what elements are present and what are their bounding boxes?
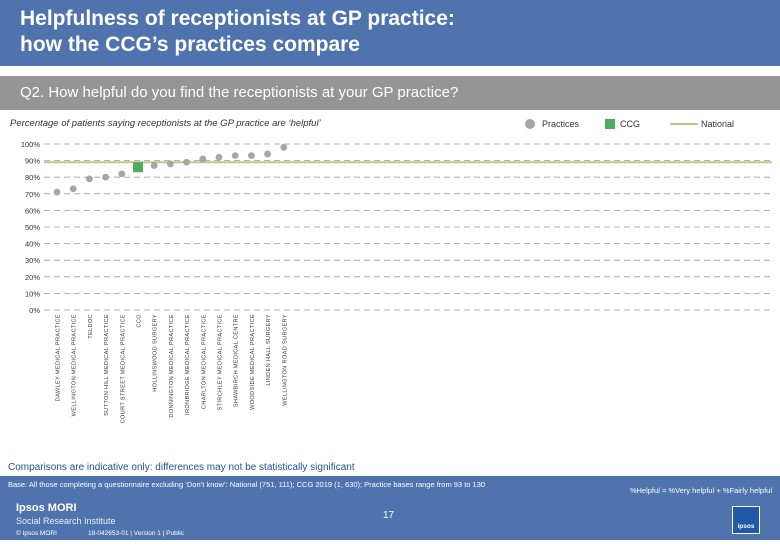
- helpful-definition: %Helpful = %Very helpful + %Fairly helpf…: [629, 486, 772, 495]
- category-label: WELLINGTON MEDICAL PRACTICE: [72, 314, 78, 416]
- question-bar: Q2. How helpful do you find the receptio…: [0, 76, 780, 110]
- category-label: WELLINGTON ROAD SURGERY: [282, 314, 288, 406]
- y-tick-label: 80%: [25, 173, 40, 182]
- question-text: Q2. How helpful do you find the receptio…: [20, 84, 459, 101]
- reference-text: 18-042653-01 | Version 1 | Public: [88, 530, 184, 537]
- category-label: WOODSIDE MEDICAL PRACTICE: [250, 314, 256, 410]
- practice-marker: [231, 152, 239, 160]
- category-label: STIRCHLEY MEDICAL PRACTICE: [218, 314, 224, 410]
- practice-marker: [86, 175, 93, 183]
- page-number: 17: [383, 510, 395, 521]
- y-tick-label: 70%: [25, 190, 40, 199]
- practice-marker: [199, 155, 207, 163]
- scatter-chart: 0% 10% 20% 30% 40% 50% 60% 70% 80% 90% 100% DAWLEY …: [21, 140, 772, 423]
- copyright-text: © Ipsos MORI: [16, 530, 57, 537]
- category-label: CHARLTON MEDICAL PRACTICE: [201, 314, 207, 409]
- ipsos-corner-logo: ipsos: [732, 506, 760, 534]
- category-label: SHAWBIRCH MEDICAL CENTRE: [234, 314, 240, 407]
- sri-logo-text: Social Research Institute: [16, 516, 116, 526]
- practice-marker: [167, 160, 174, 168]
- practice-marker: [53, 188, 61, 196]
- ipsos-mori-logo: Ipsos MORI: [16, 502, 77, 514]
- y-tick-label: 100%: [21, 140, 41, 149]
- category-label: HOLLINSWOOD SURGERY: [153, 314, 159, 392]
- practice-marker: [183, 158, 191, 166]
- ccg-marker: [133, 162, 143, 173]
- category-label: DONNINGTON MEDICAL PRACTICE: [169, 314, 175, 418]
- legend-ccg-marker: [605, 119, 615, 129]
- legend-national-marker: [670, 123, 698, 125]
- practice-marker: [150, 162, 158, 169]
- category-label: IRONBRIDGE MEDICAL PRACTICE: [185, 314, 191, 415]
- y-tick-label: 20%: [25, 273, 40, 282]
- category-label: COURT STREET MEDICAL PRACTICE: [120, 314, 126, 423]
- category-label: CCG: [137, 314, 143, 327]
- legend-practice-marker: [525, 119, 535, 129]
- practice-marker: [118, 170, 126, 178]
- y-tick-label: 40%: [25, 240, 40, 249]
- chart-subtitle: Percentage of patients saying receptioni…: [10, 118, 321, 129]
- legend-practices-label: Practices: [542, 119, 580, 129]
- legend-ccg-label: CCG: [620, 119, 640, 129]
- practice-marker: [215, 153, 223, 161]
- practice-marker: [102, 173, 109, 181]
- page-title: Helpfulness of receptionists at GP pract…: [20, 7, 455, 56]
- practice-marker: [248, 152, 255, 160]
- y-tick-label: 30%: [25, 256, 40, 265]
- y-tick-label: 0%: [29, 306, 40, 315]
- legend-national-label: National: [701, 119, 735, 129]
- footer-bar: Base: All those completing a questionnai…: [0, 476, 780, 540]
- y-tick-label: 50%: [25, 223, 40, 232]
- category-label: TELDOC: [88, 314, 94, 339]
- y-tick-label: 10%: [25, 289, 40, 298]
- base-text: Base: All those completing a questionnai…: [8, 480, 486, 489]
- category-label: SUTTON HILL MEDICAL PRACTICE: [104, 314, 110, 416]
- title-bar: Helpfulness of receptionists at GP pract…: [0, 0, 780, 66]
- practice-marker: [280, 143, 288, 151]
- y-tick-label: 90%: [25, 157, 40, 166]
- practice-marker: [264, 150, 271, 158]
- significance-note: Comparisons are indicative only: differe…: [8, 462, 355, 473]
- category-label: DAWLEY MEDICAL PRACTICE: [56, 314, 62, 401]
- practice-marker: [69, 185, 77, 193]
- category-label: LINDEN HALL SURGERY: [266, 314, 272, 386]
- y-tick-label: 60%: [25, 206, 40, 215]
